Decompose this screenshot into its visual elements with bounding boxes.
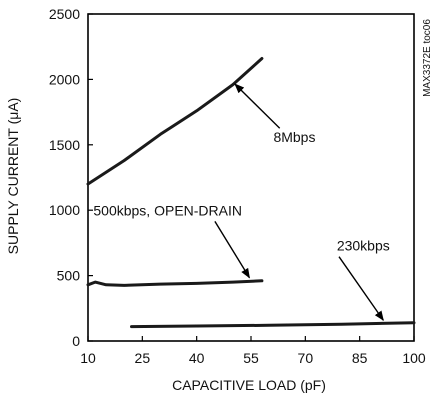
x-tick-label: 40	[189, 350, 205, 366]
figure-code-label: MAX3372E toc06	[422, 19, 433, 97]
axes-layer	[87, 13, 415, 342]
x-tick-label: 70	[298, 350, 314, 366]
series-line-2	[86, 279, 264, 287]
x-tick-label: 25	[135, 350, 151, 366]
x-tick-label: 55	[243, 350, 259, 366]
annotation-arrow-1	[234, 83, 281, 129]
y-tick-label: 0	[72, 333, 80, 349]
y-tick-label: 1000	[49, 202, 80, 218]
x-tick-label: 85	[352, 350, 368, 366]
series-line-3	[130, 321, 416, 329]
series-line-1	[86, 57, 264, 186]
annotation-label-3: 230kbps	[337, 238, 390, 254]
annotation-arrow-2	[214, 221, 250, 279]
annotation-label-1: 8Mbps	[273, 129, 315, 145]
x-tick-label: 100	[402, 350, 426, 366]
annotations-layer: 8Mbps 500kbps, OPEN-DRAIN 230kbps	[93, 83, 390, 322]
annotation-label-2: 500kbps, OPEN-DRAIN	[93, 202, 242, 218]
y-tick-label: 500	[57, 268, 81, 284]
y-axis-title: SUPPLY CURRENT (μA)	[5, 98, 21, 255]
x-axis-title: CAPACITIVE LOAD (pF)	[172, 377, 326, 393]
y-tick-label: 2500	[49, 6, 80, 22]
y-tick-label: 2000	[49, 71, 80, 87]
y-tick-label: 1500	[49, 137, 80, 153]
plot-frame	[87, 13, 415, 342]
annotation-arrow-3	[338, 256, 384, 322]
x-tick-label: 10	[80, 350, 96, 366]
series-layer	[86, 57, 416, 329]
